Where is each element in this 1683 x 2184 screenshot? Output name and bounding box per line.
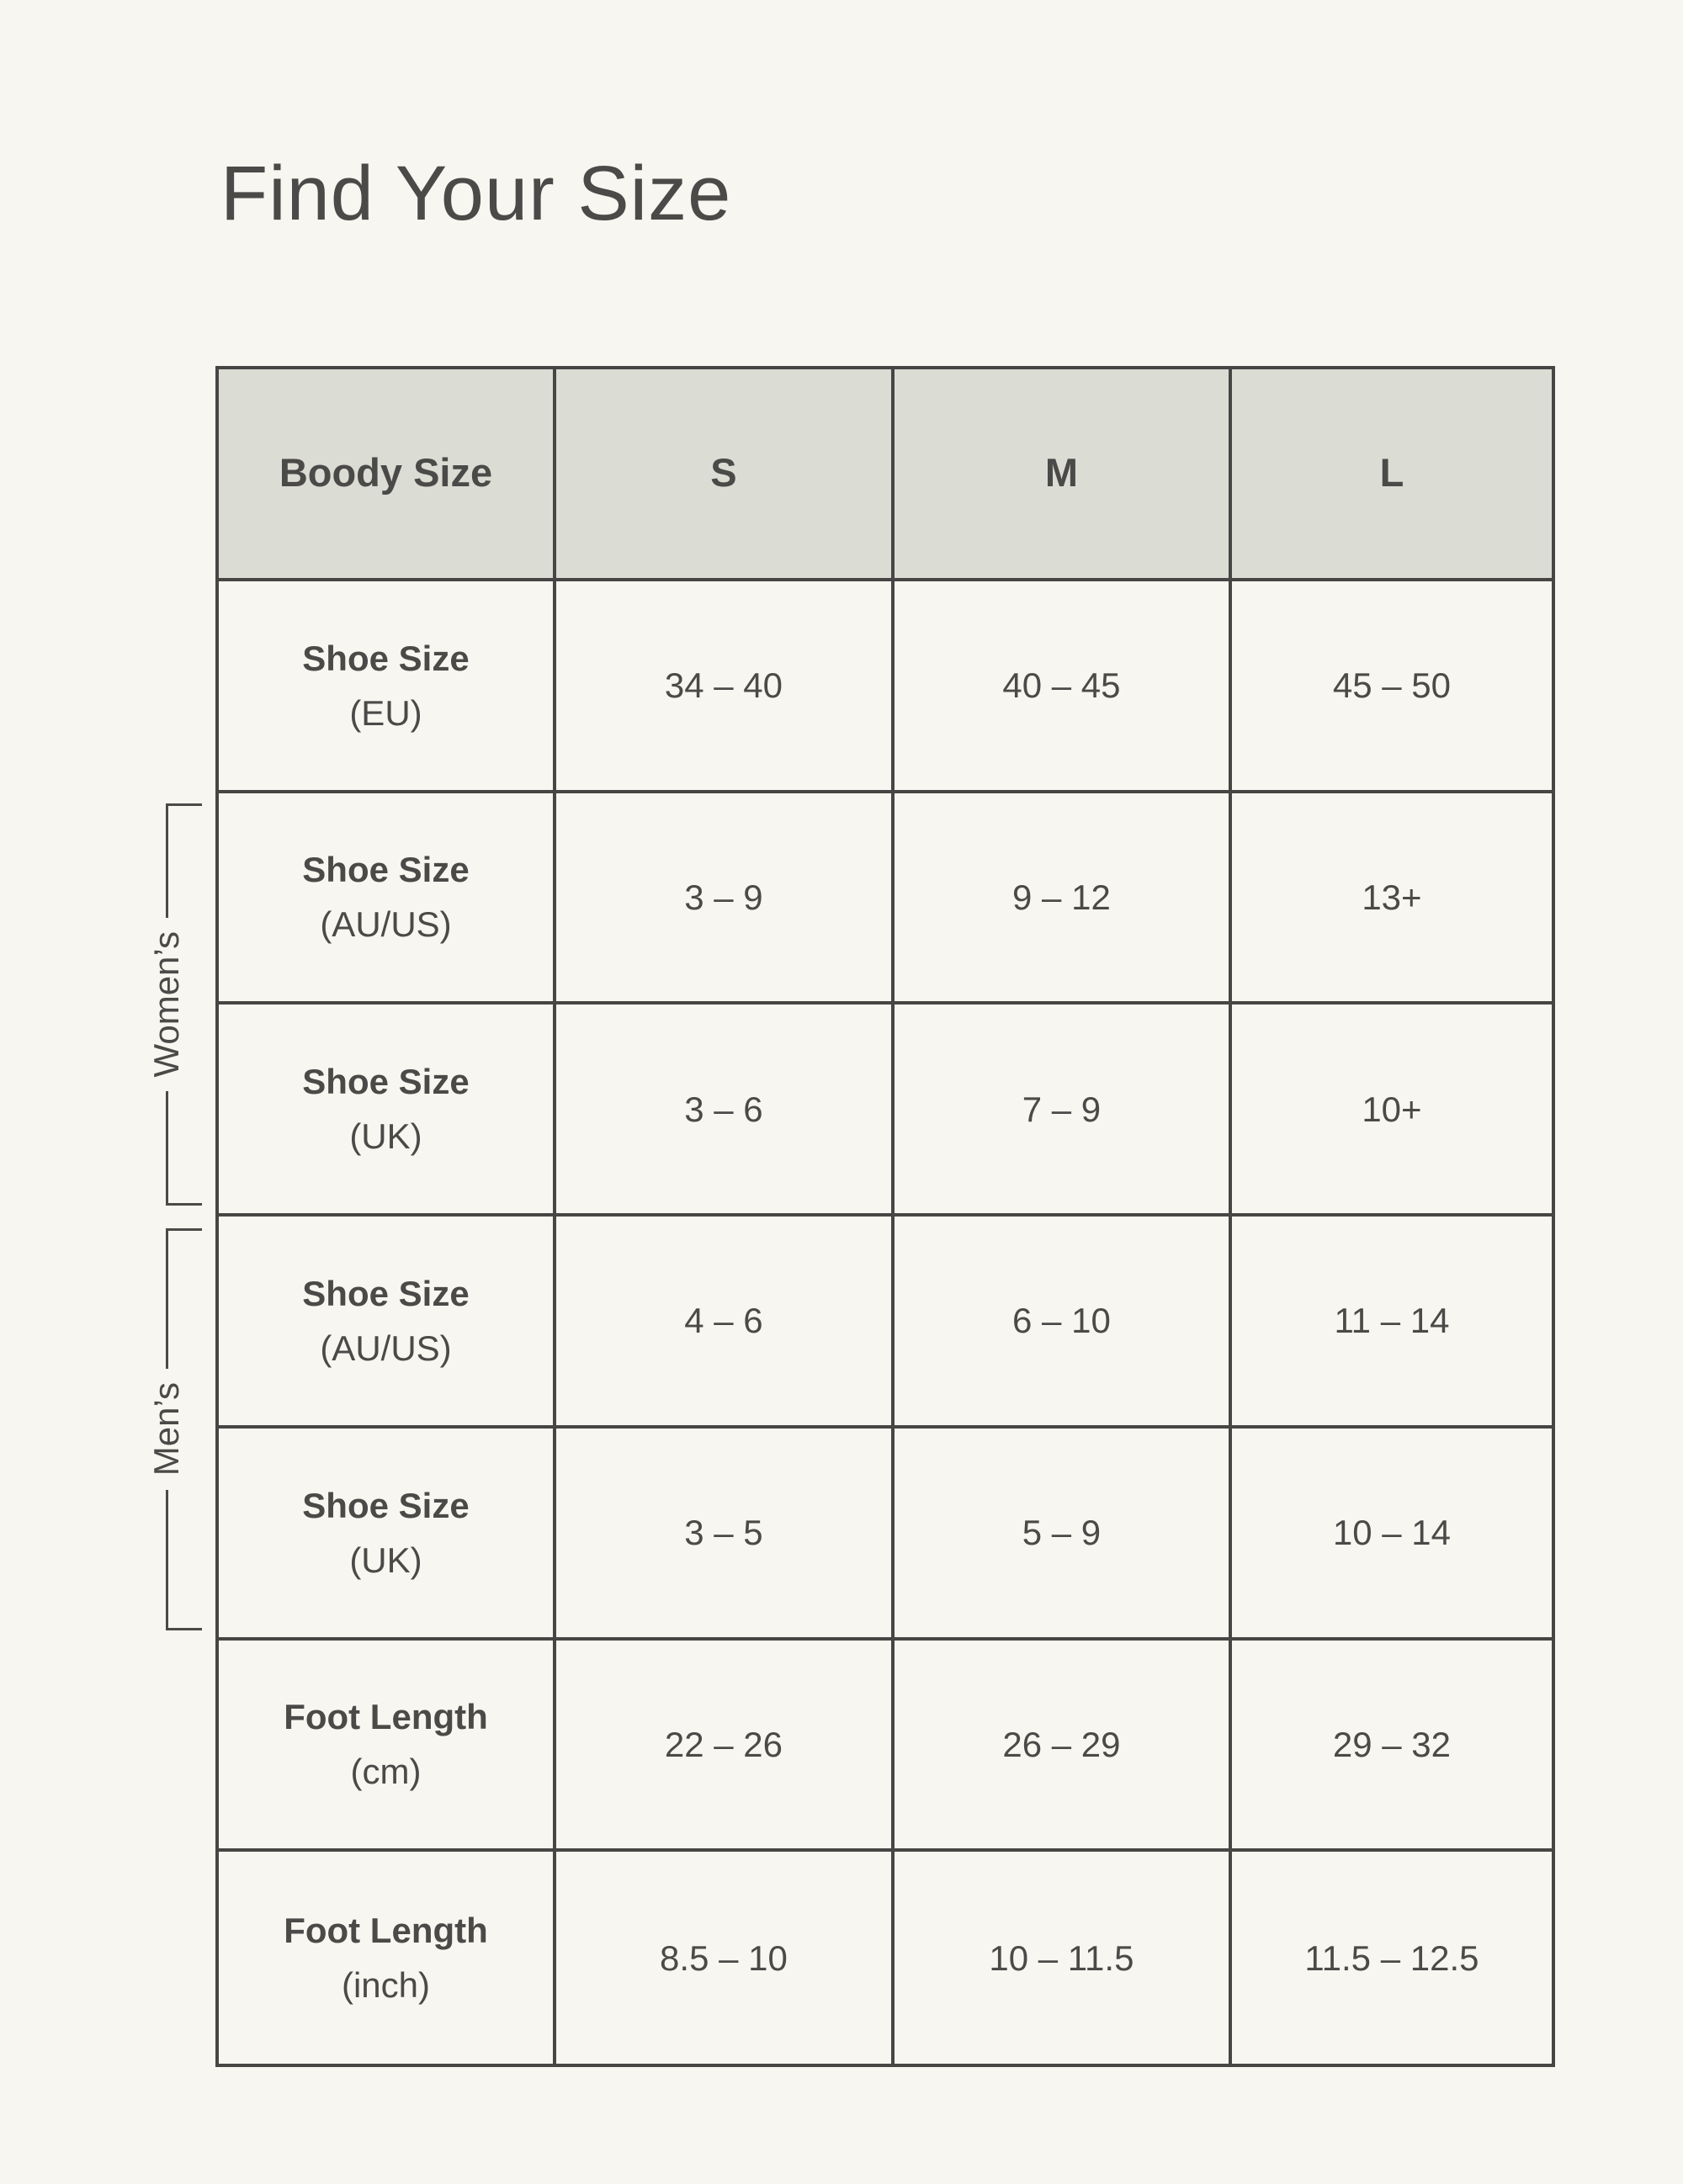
womens-group-bracket: Women’s — [146, 803, 202, 1206]
value-cell: 29 – 32 — [1231, 1641, 1552, 1853]
row-label-text: Shoe Size — [302, 1485, 470, 1525]
row-unit-text: (AU/US) — [320, 904, 452, 945]
value-cell: 40 – 45 — [894, 580, 1232, 793]
row-label-text: Shoe Size — [302, 638, 470, 678]
value-cell: 45 – 50 — [1231, 581, 1552, 793]
page-title: Find Your Size — [220, 151, 732, 236]
value-cell: 11.5 – 12.5 — [1304, 1938, 1479, 1978]
value-cell: 3 – 5 — [555, 1428, 895, 1641]
value-cell: 9 – 12 — [894, 792, 1232, 1005]
row-label-foot-length-cm: Foot Length (cm) — [219, 1640, 556, 1853]
row-unit-text: (AU/US) — [320, 1328, 452, 1368]
bracket-top-tick — [166, 1228, 202, 1370]
value-cell: 8.5 – 10 — [556, 1852, 895, 2064]
bracket-bottom-tick — [166, 1090, 202, 1206]
value-cell: 3 – 9 — [555, 792, 895, 1005]
header-cell-size-m: M — [894, 369, 1232, 581]
size-chart-table: Boody Size S M L Shoe Size (EU) 34 – 40 … — [215, 366, 1555, 2067]
value-cell: 6 – 10 — [894, 1217, 1232, 1429]
row-label-shoe-size-eu: Shoe Size (EU) — [219, 580, 556, 793]
value-cell: 22 – 26 — [555, 1640, 895, 1853]
value-cell: 3 – 6 — [555, 1005, 895, 1217]
row-label-mens-shoe-size-auus: Shoe Size (AU/US) — [219, 1217, 556, 1429]
row-label-text: Shoe Size — [302, 1062, 470, 1102]
header-cell-size-s: S — [555, 369, 895, 581]
mens-group-label: Men’s — [146, 1382, 186, 1476]
row-label-text: Foot Length — [284, 1697, 488, 1737]
bracket-bottom-tick — [166, 1489, 202, 1630]
value-cell: 13+ — [1231, 793, 1552, 1005]
value-cell: 26 – 29 — [894, 1640, 1232, 1853]
row-unit-text: (UK) — [349, 1116, 422, 1157]
value-cell: 11 – 14 — [1231, 1217, 1552, 1429]
row-label-mens-shoe-size-uk: Shoe Size (UK) — [219, 1428, 556, 1641]
value-cell: 4 – 6 — [555, 1217, 895, 1429]
row-label-womens-shoe-size-uk: Shoe Size (UK) — [219, 1005, 556, 1217]
row-unit-text: (EU) — [349, 692, 422, 733]
row-label-text: Shoe Size — [302, 850, 470, 890]
bracket-top-tick — [166, 803, 202, 919]
row-label-foot-length-inch: Foot Length (inch) — [219, 1852, 556, 2064]
value-cell: 5 – 9 — [894, 1428, 1232, 1641]
row-label-text: Foot Length — [284, 1911, 488, 1951]
mens-group-bracket: Men’s — [146, 1228, 202, 1630]
value-cell: 10 – 11.5 — [895, 1852, 1232, 2064]
row-unit-text: (UK) — [349, 1540, 422, 1580]
row-unit-text: (inch) — [341, 1965, 430, 2006]
row-label-text: Shoe Size — [302, 1273, 470, 1313]
header-cell-boody-size: Boody Size — [219, 369, 556, 581]
row-unit-text: (cm) — [350, 1752, 422, 1792]
header-cell-size-l: L — [1231, 369, 1552, 581]
value-cell: 34 – 40 — [555, 580, 895, 793]
womens-group-label: Women’s — [146, 931, 186, 1078]
value-cell: 10+ — [1231, 1005, 1552, 1217]
value-cell: 7 – 9 — [894, 1005, 1232, 1217]
row-label-womens-shoe-size-auus: Shoe Size (AU/US) — [219, 792, 556, 1005]
value-cell: 10 – 14 — [1231, 1429, 1552, 1641]
